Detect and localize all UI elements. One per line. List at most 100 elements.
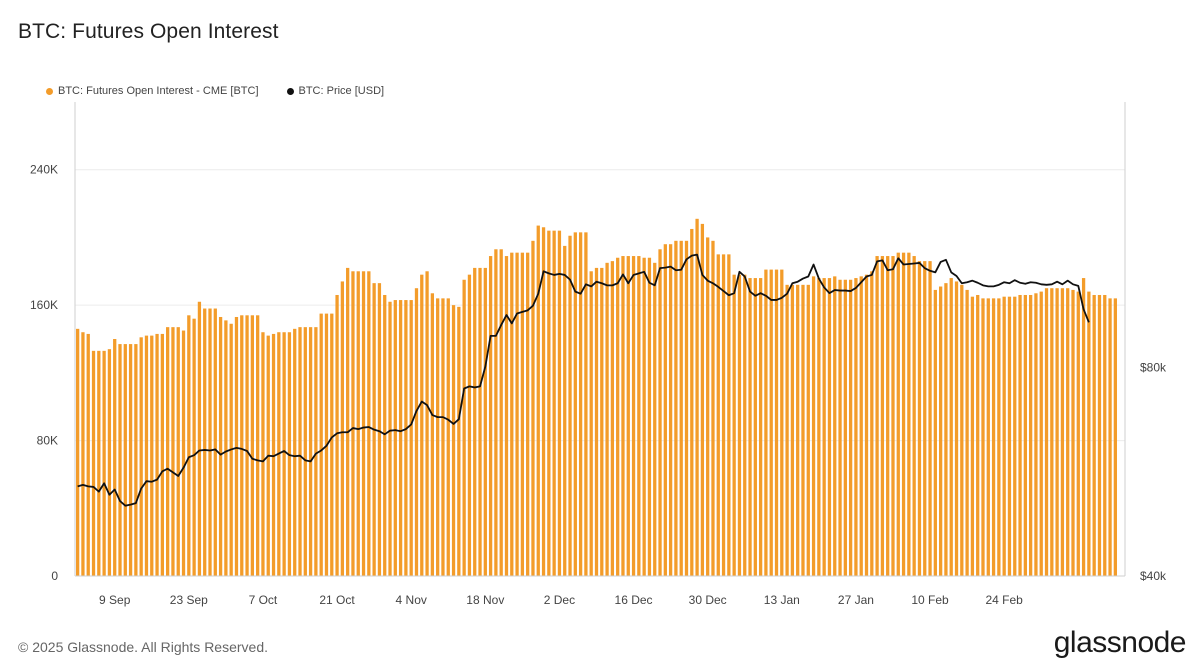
bar	[764, 269, 768, 576]
bar	[976, 294, 980, 576]
bar	[536, 225, 540, 576]
bar	[1103, 294, 1107, 576]
bar	[520, 252, 525, 576]
bar	[1092, 294, 1096, 576]
bar	[293, 328, 297, 576]
x-tick-label: 10 Feb	[911, 593, 949, 607]
bar	[637, 256, 641, 576]
bar	[716, 254, 720, 577]
bar	[1060, 288, 1065, 576]
bar	[886, 256, 890, 576]
bar	[796, 284, 800, 576]
bar	[356, 271, 360, 576]
bar	[462, 279, 466, 576]
bar	[97, 350, 101, 576]
bar	[616, 257, 620, 576]
bar	[780, 269, 784, 576]
bar	[478, 267, 482, 576]
bar	[1018, 294, 1022, 576]
axis-layer: 0 80K 160K 240K $40k $80k 9 Sep 23 Sep 7 Oct 21 O…	[30, 102, 1167, 607]
bar	[1087, 291, 1091, 576]
bar	[790, 284, 795, 576]
bar	[817, 278, 821, 576]
y-tick-label-left: 160K	[30, 298, 58, 312]
bar	[314, 327, 318, 576]
bar	[695, 218, 699, 576]
bar	[531, 240, 535, 576]
x-tick-label: 27 Jan	[838, 593, 874, 607]
bar	[594, 267, 599, 576]
bar	[668, 244, 673, 576]
bar	[843, 279, 847, 576]
legend-item-open-interest[interactable]: BTC: Futures Open Interest - CME [BTC]	[46, 85, 259, 97]
bar	[1076, 291, 1080, 576]
bar	[187, 315, 191, 576]
bar	[827, 278, 832, 576]
legend: BTC: Futures Open Interest - CME [BTC] B…	[46, 85, 412, 97]
x-tick-label: 16 Dec	[615, 593, 653, 607]
bar	[224, 320, 228, 576]
bar	[1039, 291, 1043, 576]
bar	[917, 261, 922, 576]
bar	[76, 328, 80, 576]
bar	[351, 271, 355, 576]
bar	[584, 232, 588, 576]
x-tick-label: 9 Sep	[99, 593, 131, 607]
bar	[833, 276, 837, 576]
bar	[658, 249, 662, 576]
bar	[361, 271, 366, 576]
bar	[923, 261, 927, 576]
y-tick-label-left: 0	[51, 569, 58, 583]
bar	[700, 223, 705, 576]
bar	[939, 286, 943, 576]
bar	[340, 281, 345, 576]
copyright-footer: © 2025 Glassnode. All Rights Reserved.	[18, 639, 269, 655]
bar	[954, 281, 959, 576]
bar	[822, 278, 826, 576]
bar	[494, 249, 498, 576]
bar	[409, 300, 413, 576]
bar	[663, 244, 667, 576]
bar	[610, 261, 615, 576]
bar	[785, 284, 789, 576]
bar	[626, 256, 630, 576]
bar	[589, 271, 593, 576]
x-tick-label: 4 Nov	[396, 593, 427, 607]
bar	[81, 332, 85, 576]
bar	[107, 349, 112, 576]
x-tick-label: 23 Sep	[170, 593, 208, 607]
bar	[150, 335, 154, 576]
bar	[653, 262, 657, 576]
bar	[1007, 296, 1012, 576]
bar	[965, 289, 969, 576]
bar	[420, 274, 424, 576]
bar	[1002, 296, 1006, 576]
bar	[960, 284, 964, 576]
bar	[398, 300, 403, 576]
x-tick-label: 24 Feb	[985, 593, 1023, 607]
bar	[721, 254, 726, 577]
bar	[552, 230, 556, 576]
bar	[679, 240, 683, 576]
bar	[1066, 288, 1070, 576]
bar	[123, 344, 127, 576]
bar	[573, 232, 577, 576]
bar	[621, 256, 625, 576]
bar	[981, 298, 985, 576]
bar	[600, 267, 604, 576]
bar	[743, 274, 747, 576]
bar	[467, 274, 472, 576]
bar	[838, 279, 842, 576]
bar	[647, 257, 652, 576]
legend-item-price[interactable]: BTC: Price [USD]	[286, 85, 384, 97]
bar	[197, 301, 202, 576]
bar	[367, 271, 371, 576]
x-tick-label: 30 Dec	[689, 593, 727, 607]
bar	[727, 254, 731, 577]
bar	[870, 271, 874, 576]
bar	[1055, 288, 1059, 576]
bar	[425, 271, 429, 576]
bar	[568, 235, 572, 577]
bar	[1044, 288, 1049, 576]
bar	[250, 315, 254, 576]
